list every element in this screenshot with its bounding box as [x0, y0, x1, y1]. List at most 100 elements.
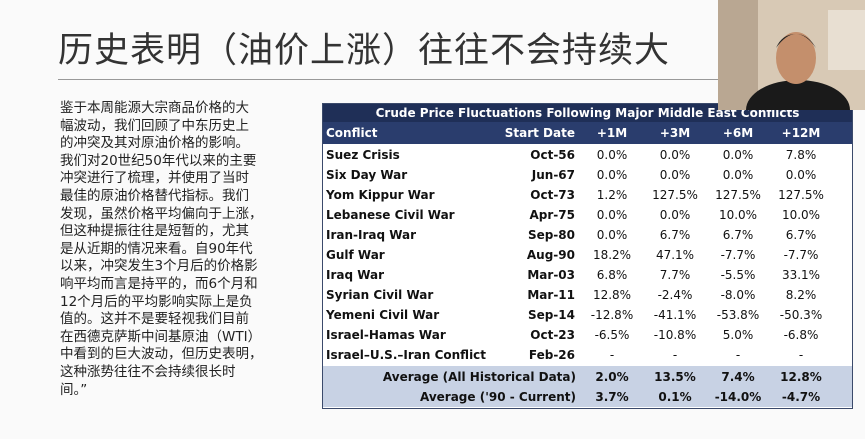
body-line: 值的。这并不是要轻视我们目前	[60, 311, 249, 328]
table-cell: 8.2%	[785, 288, 817, 302]
table-cell: Jun-67	[531, 168, 575, 182]
table-cell: -	[798, 348, 804, 362]
table-cell: -5.5%	[720, 268, 756, 282]
table-cell: Oct-73	[530, 188, 575, 202]
table-cell: -	[735, 348, 741, 362]
table-cell: -41.1%	[653, 308, 697, 322]
table-cell: -	[609, 348, 615, 362]
body-line: 鉴于本周能源大宗商品价格的大	[60, 100, 249, 116]
footer-cell: 7.4%	[721, 370, 755, 384]
table-cell: 6.8%	[596, 268, 628, 282]
table-cell: -8.0%	[720, 288, 756, 302]
body-line: 我们对20世纪50年代以来的主要	[60, 152, 257, 169]
table-cell: 0.0%	[596, 168, 628, 182]
row-label: Six Day War	[326, 168, 408, 182]
footer-cell: 12.8%	[780, 370, 822, 384]
table-cell: Sep-80	[527, 228, 575, 242]
body-line: 响平均而言是持平的，而6个月和	[60, 276, 258, 292]
row-label: Syrian Civil War	[326, 288, 434, 302]
table-cell: 0.0%	[596, 228, 628, 242]
footer-label: Average ('90 - Current)	[419, 390, 576, 404]
footer-label: Average (All Historical Data)	[382, 370, 576, 384]
row-label: Yemeni Civil War	[326, 308, 440, 322]
table-cell: -	[672, 348, 678, 362]
footer-cell: 3.7%	[595, 390, 629, 404]
column-header: +1M	[596, 126, 628, 140]
table-cell: 33.1%	[781, 268, 821, 282]
column-header: Conflict	[326, 126, 378, 140]
body-line: 是从近期的情况来看。自90年代	[60, 240, 253, 257]
row-label: Iran-Iraq War	[326, 228, 417, 242]
table-cell: 0.0%	[722, 168, 754, 182]
body-line: 间。”	[60, 381, 88, 398]
column-header: +6M	[722, 126, 754, 140]
row-band	[323, 122, 852, 144]
body-line: 中看到的巨大波动，但历史表明，	[60, 346, 263, 363]
table-cell: 7.7%	[659, 268, 691, 282]
table-cell: 10.0%	[718, 208, 758, 222]
table-cell: Mar-03	[527, 268, 575, 282]
webcam-image	[718, 0, 865, 110]
table-cell: 1.2%	[596, 188, 628, 202]
table-cell: 47.1%	[655, 248, 695, 262]
table-cell: 0.0%	[659, 168, 691, 182]
body-line: 12个月后的平均影响实际上是负	[60, 293, 253, 310]
row-label: Lebanese Civil War	[326, 208, 455, 222]
table-cell: Aug-90	[526, 248, 575, 262]
table-cell: -7.7%	[783, 248, 819, 262]
row-label: Israel–U.S.–Iran Conflict	[326, 348, 487, 362]
table-cell: 0.0%	[785, 168, 817, 182]
column-header: +3M	[659, 126, 691, 140]
table-cell: 127.5%	[778, 188, 824, 202]
footer-cell: -14.0%	[714, 390, 762, 404]
table-cell: Feb-26	[528, 348, 575, 362]
body-line: 这种涨势往往不会持续很长时	[60, 364, 236, 380]
row-label: Iraq War	[326, 268, 385, 282]
column-header: Start Date	[504, 126, 575, 140]
table-cell: 0.0%	[659, 148, 691, 162]
table-cell: 0.0%	[596, 208, 628, 222]
table-cell: 5.0%	[722, 328, 754, 342]
table-cell: 10.0%	[781, 208, 821, 222]
row-label: Israel-Hamas War	[326, 328, 446, 342]
table-cell: -7.7%	[720, 248, 756, 262]
table-cell: -50.3%	[779, 308, 823, 322]
webcam-feed	[718, 0, 865, 110]
table-cell: 7.8%	[785, 148, 817, 162]
column-header: +12M	[781, 126, 821, 140]
slide-title: 历史表明（油价上涨）往往不会持续大	[58, 31, 671, 71]
row-band	[323, 366, 852, 407]
table-cell: 6.7%	[785, 228, 817, 242]
table-cell: -2.4%	[657, 288, 693, 302]
table-cell: 127.5%	[715, 188, 761, 202]
table-cell: -6.8%	[783, 328, 819, 342]
body-line: 冲突进行了梳理，并使用了当时	[60, 170, 249, 187]
body-line: 最佳的原油价格替代指标。我们	[60, 188, 249, 204]
body-line: 的冲突及其对原油价格的影响。	[60, 135, 249, 152]
table-cell: 6.7%	[722, 228, 754, 242]
body-line: 在西德克萨斯中间基原油（WTI）	[60, 328, 262, 345]
table-cell: 127.5%	[652, 188, 698, 202]
table-cell: Oct-56	[530, 148, 575, 162]
title-rule	[58, 79, 723, 80]
table-cell: Sep-14	[527, 308, 575, 322]
table-cell: 0.0%	[659, 208, 691, 222]
table-cell: 0.0%	[722, 148, 754, 162]
table-cell: 18.2%	[592, 248, 632, 262]
footer-cell: -4.7%	[781, 390, 821, 404]
body-line: 幅波动，我们回顾了中东历史上	[60, 117, 249, 134]
table-cell: 0.0%	[596, 148, 628, 162]
row-label: Yom Kippur War	[326, 188, 435, 202]
row-label: Suez Crisis	[326, 148, 400, 162]
body-line: 发现，虽然价格平均偏向于上涨，	[60, 205, 263, 222]
table-cell: 6.7%	[659, 228, 691, 242]
row-label: Gulf War	[326, 248, 385, 262]
table-cell: -10.8%	[653, 328, 697, 342]
footer-cell: 0.1%	[658, 390, 692, 404]
table-cell: Oct-23	[530, 328, 575, 342]
body-line: 但这种提振往往是短暂的，尤其	[60, 223, 249, 240]
data-table: Crude Price Fluctuations Following Major…	[322, 103, 853, 409]
table-cell: -12.8%	[590, 308, 634, 322]
footer-cell: 13.5%	[654, 370, 696, 384]
